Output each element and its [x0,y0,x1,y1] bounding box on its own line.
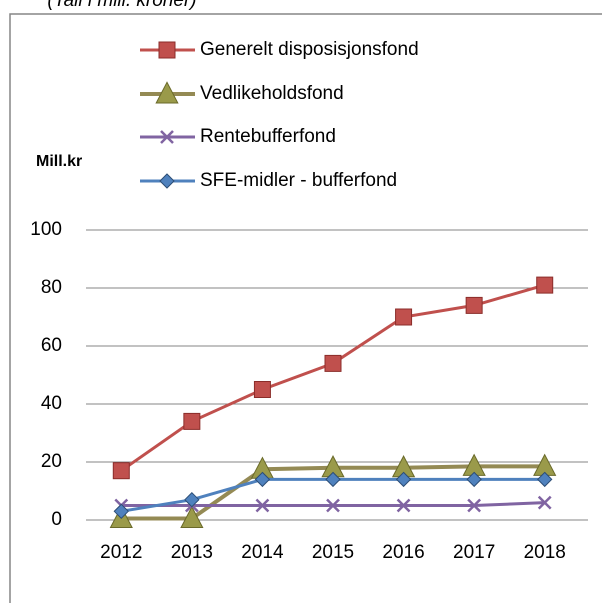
legend-marker [158,41,176,59]
marker [255,498,270,513]
legend-marker [155,81,179,104]
marker [112,462,130,480]
x-tick-label: 2013 [171,542,213,563]
legend-label: SFE-midler - bufferfond [200,170,397,191]
marker [325,471,341,488]
marker [467,498,482,513]
y-tick-label: 40 [41,393,62,414]
marker [536,276,554,294]
y-tick-label: 100 [30,219,62,240]
marker [180,505,204,529]
x-tick-label: 2012 [100,542,142,563]
marker [465,296,483,314]
x-tick-label: 2017 [453,542,495,563]
marker [183,412,201,430]
chart-title: (Tall i mill. kroner) [47,0,196,11]
x-tick-label: 2015 [312,542,354,563]
legend-marker [159,173,175,189]
marker [254,471,271,488]
x-tick-label: 2016 [382,542,424,563]
marker [395,308,413,326]
legend-label: Vedlikeholdsfond [200,83,344,104]
legend-label: Rentebufferfond [200,126,336,147]
x-tick-label: 2018 [524,542,566,563]
marker [537,471,553,488]
legend-label: Generelt disposisjonsfond [200,39,419,60]
marker [537,495,552,510]
marker [326,498,340,513]
y-tick-label: 20 [41,451,62,472]
y-axis-label: Mill.kr [36,153,82,170]
marker [324,354,342,372]
legend-marker [160,130,174,144]
x-tick-label: 2014 [241,542,284,563]
marker [466,471,482,488]
marker [253,381,271,398]
marker [395,471,412,488]
marker [113,503,129,520]
y-tick-label: 80 [41,277,62,298]
marker [396,498,411,513]
y-tick-label: 60 [41,335,62,356]
marker [184,491,200,508]
y-tick-label: 0 [51,509,62,530]
